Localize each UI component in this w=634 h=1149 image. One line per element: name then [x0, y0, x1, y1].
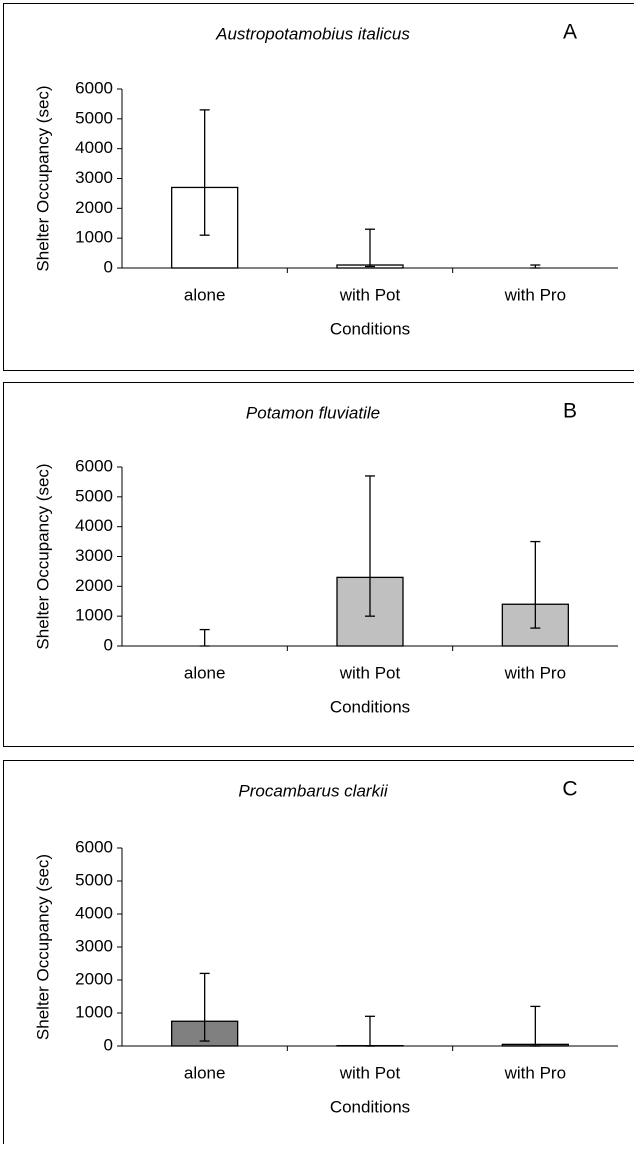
y-tick-label: 0: [104, 1035, 113, 1054]
y-axis-label: Shelter Occupancy (sec): [33, 463, 52, 649]
x-tick-label: alone: [184, 1063, 226, 1082]
y-tick-label: 6000: [75, 837, 113, 856]
panel-label: B: [563, 400, 577, 423]
y-tick-label: 3000: [75, 168, 113, 187]
y-tick-label: 0: [104, 635, 113, 654]
y-tick-label: 3000: [75, 936, 113, 955]
y-tick-label: 0: [104, 257, 113, 276]
y-tick-label: 6000: [75, 78, 113, 97]
chart-title: Potamon fluviatile: [246, 403, 380, 422]
panel-frame: [4, 4, 634, 371]
y-tick-label: 4000: [75, 516, 113, 535]
chart-title: Austropotamobius italicus: [215, 24, 410, 43]
chart-title: Procambarus clarkii: [238, 781, 388, 800]
panel-label: C: [562, 778, 577, 801]
y-axis-label: Shelter Occupancy (sec): [33, 85, 52, 271]
x-tick-label: with Pro: [504, 285, 566, 304]
y-tick-label: 5000: [75, 486, 113, 505]
y-tick-label: 2000: [75, 576, 113, 595]
x-axis-label: Conditions: [330, 697, 410, 716]
y-tick-label: 1000: [75, 606, 113, 625]
y-tick-label: 2000: [75, 969, 113, 988]
x-tick-label: alone: [184, 285, 226, 304]
y-tick-label: 1000: [75, 1002, 113, 1021]
y-axis-label: Shelter Occupancy (sec): [33, 854, 52, 1040]
x-axis-label: Conditions: [330, 319, 410, 338]
y-tick-label: 3000: [75, 546, 113, 565]
x-tick-label: with Pot: [339, 1063, 401, 1082]
y-tick-label: 6000: [75, 456, 113, 475]
y-tick-label: 4000: [75, 903, 113, 922]
x-tick-label: with Pro: [504, 1063, 566, 1082]
x-tick-label: alone: [184, 663, 226, 682]
y-tick-label: 4000: [75, 138, 113, 157]
y-tick-label: 5000: [75, 108, 113, 127]
y-tick-label: 2000: [75, 198, 113, 217]
x-tick-label: with Pot: [339, 663, 401, 682]
y-tick-label: 1000: [75, 228, 113, 247]
x-tick-label: with Pot: [339, 285, 401, 304]
x-axis-label: Conditions: [330, 1097, 410, 1116]
y-tick-label: 5000: [75, 870, 113, 889]
x-tick-label: with Pro: [504, 663, 566, 682]
panel-label: A: [563, 21, 577, 44]
